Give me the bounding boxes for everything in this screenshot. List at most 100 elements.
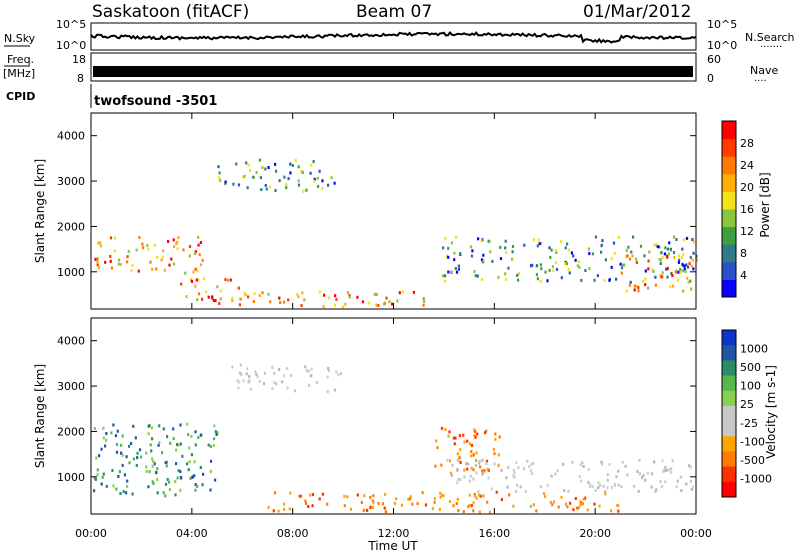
- power-cell: [402, 290, 405, 294]
- velocity-cell: [199, 466, 202, 469]
- power-cell: [560, 276, 563, 280]
- power-cell: [237, 286, 240, 290]
- velocity-cell: [530, 469, 533, 473]
- velocity-cell: [470, 454, 473, 458]
- velocity-cell: [433, 497, 436, 501]
- velocity-cell: [130, 442, 133, 445]
- power-cell: [327, 183, 330, 187]
- power-cell: [219, 289, 222, 293]
- velocity-cell: [168, 480, 171, 484]
- velocity-cell: [484, 431, 487, 435]
- velocity-cell: [96, 468, 99, 472]
- velocity-cell: [118, 470, 121, 474]
- power-cell: [633, 288, 636, 292]
- velocity-cell: [638, 458, 641, 462]
- power-cell: [264, 183, 267, 187]
- velocity-cell: [151, 480, 154, 484]
- velocity-cell: [487, 468, 490, 472]
- power-cell: [247, 163, 250, 167]
- noise-panel-frame: [90, 22, 697, 51]
- power-cell: [218, 171, 221, 175]
- power-cell: [422, 303, 425, 307]
- velocity-cell: [132, 424, 135, 428]
- velocity-cell: [650, 485, 653, 489]
- power-cell: [316, 176, 319, 180]
- power-cell: [572, 254, 575, 258]
- velocity-cell: [304, 365, 307, 369]
- power-cell: [375, 303, 378, 307]
- velocity-cell: [456, 481, 459, 485]
- velocity-cell: [400, 503, 404, 507]
- velocity-cell: [676, 479, 679, 483]
- power-cell: [245, 161, 248, 165]
- velocity-cell: [326, 502, 329, 506]
- velocity-cell: [610, 509, 613, 513]
- velocity-cell: [462, 433, 465, 437]
- velocity-cell: [343, 504, 346, 508]
- nave-legend-dots: ····: [754, 76, 767, 87]
- velocity-cell: [433, 500, 436, 504]
- velocity-cell: [407, 497, 410, 501]
- velocity-scale-swatch: [722, 481, 736, 498]
- power-cell: [109, 259, 112, 263]
- power-cell: [309, 171, 312, 175]
- power-cell: [540, 267, 543, 271]
- power-cell: [258, 294, 261, 297]
- power-cell: [555, 267, 559, 271]
- velocity-cell: [435, 439, 438, 443]
- power-cell: [566, 242, 569, 246]
- velocity-cell: [126, 479, 129, 483]
- velocity-cell: [466, 439, 469, 443]
- power-cell: [673, 255, 676, 259]
- velocity-cell: [193, 474, 196, 478]
- velocity-cell: [613, 483, 616, 487]
- power-cell: [126, 260, 129, 264]
- velocity-cell: [200, 433, 203, 437]
- power-cell: [604, 258, 607, 262]
- velocity-cell: [112, 423, 115, 427]
- power-cell: [554, 249, 557, 253]
- power-cell: [287, 177, 290, 181]
- velocity-cell: [508, 493, 511, 497]
- power-cell: [591, 252, 595, 256]
- velocity-cell: [449, 471, 453, 475]
- power-cell: [294, 159, 297, 163]
- power-cell: [659, 258, 662, 262]
- velocity-cell: [477, 490, 480, 494]
- velocity-cell: [305, 501, 308, 505]
- velocity-cell: [574, 497, 577, 500]
- velocity-cell: [456, 497, 459, 501]
- velocity-cell: [193, 460, 196, 464]
- power-cell: [135, 248, 138, 252]
- velocity-cell: [578, 475, 581, 478]
- power-cell: [289, 171, 292, 175]
- velocity-cell: [305, 368, 308, 372]
- power-scale-tick: 12: [740, 225, 754, 238]
- velocity-cell: [95, 456, 98, 460]
- velocity-cell: [689, 479, 692, 483]
- velocity-cell: [164, 461, 167, 465]
- power-cell: [689, 279, 692, 283]
- power-cell: [511, 245, 515, 248]
- velocity-cell: [298, 494, 301, 498]
- power-cell: [180, 282, 183, 286]
- power-cell: [654, 283, 657, 287]
- time-tick-label: 00:00: [75, 527, 107, 540]
- power-cell: [570, 251, 573, 255]
- power-cell: [96, 263, 99, 267]
- power-cell: [647, 267, 650, 271]
- time-tick-label: 16:00: [478, 527, 510, 540]
- power-cell: [155, 256, 159, 259]
- power-cell: [356, 295, 359, 299]
- power-cell: [194, 284, 197, 288]
- velocity-cell: [569, 501, 572, 505]
- velocity-cell: [606, 473, 609, 477]
- velocity-cell: [448, 500, 452, 504]
- power-cell: [643, 254, 646, 258]
- power-cell: [443, 279, 447, 283]
- velocity-cell: [119, 492, 122, 496]
- power-cell: [205, 290, 208, 294]
- velocity-cell: [180, 476, 183, 480]
- power-scale-swatch: [722, 261, 736, 280]
- velocity-cell: [213, 424, 216, 428]
